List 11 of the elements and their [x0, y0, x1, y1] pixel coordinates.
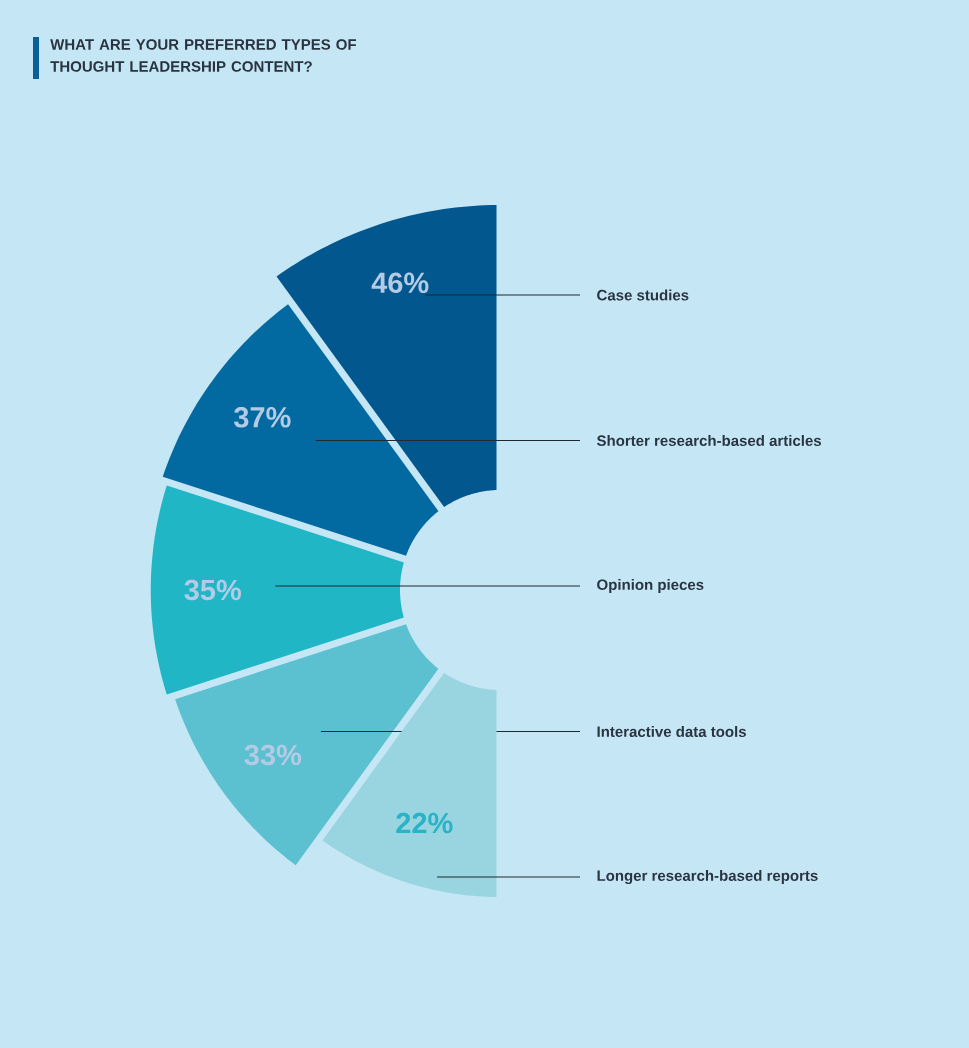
- data-label: 22%: [396, 812, 453, 834]
- text: WHAT ARE YOUR PREFERRED TYPES OF THOUGHT LEADERSHIP CONTENT?: [50, 39, 357, 72]
- category-label: Interactive data tools: [597, 725, 746, 737]
- category-label: Case studies: [597, 289, 689, 301]
- category-label: Shorter research-based articles: [596, 434, 821, 446]
- data-label: 37%: [233, 407, 291, 428]
- category-label: Longer research-based reports: [597, 869, 818, 885]
- data-label: 35%: [184, 579, 241, 601]
- data-label: 33%: [244, 744, 302, 766]
- data-label: 46%: [371, 272, 429, 294]
- category-label: Opinion pieces: [597, 579, 704, 593]
